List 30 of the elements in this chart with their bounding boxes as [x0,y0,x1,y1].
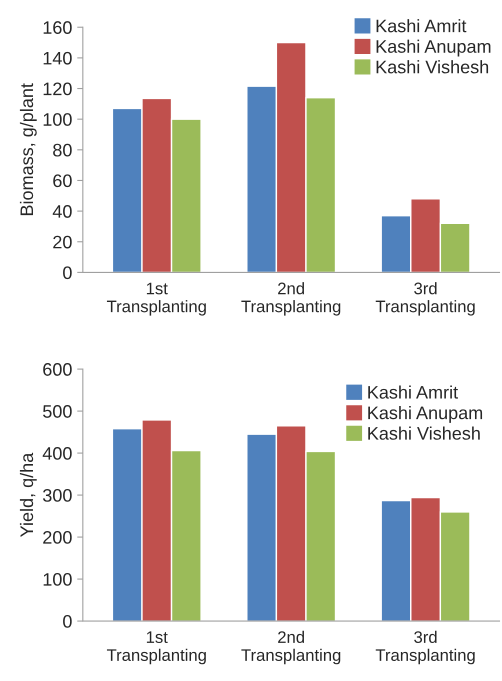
y-tick-label: 100 [44,573,72,586]
y-tick-label: 60 [53,174,72,188]
y-tick-label: 40 [52,205,72,218]
y-tick-label: 0 [63,615,72,628]
x-tick-label: 3rd Transplanting [376,630,475,664]
legend-label: Kashi Amrit [376,19,466,32]
y-axis-title: Yield, q/ha [20,452,37,538]
y-tick-label: 20 [53,236,72,248]
y-tick-label: 120 [44,82,72,96]
legend-label: Kashi Vishesh [376,60,488,74]
x-tick-label: 1st Transplanting [106,282,206,316]
x-tick-label: 2nd Transplanting [241,282,340,316]
x-tick-label: 3rd Transplanting [376,282,475,316]
legend-label: Kashi Anupam [368,406,482,423]
y-axis-title: Biomass, g/plant [20,83,37,216]
legend-label: Kashi Amrit [368,385,458,399]
x-tick-label: 1st Transplanting [106,631,206,664]
y-tick-label: 140 [44,52,72,65]
x-tick-label: 2nd Transplanting [241,630,340,664]
y-tick-label: 400 [42,447,72,460]
y-tick-label: 0 [63,266,72,280]
legend-label: Kashi Vishesh [368,426,480,440]
legend-label: Kashi Anupam [376,40,490,56]
y-tick-label: 600 [43,363,72,376]
y-tick-label: 500 [43,405,72,418]
y-tick-label: 200 [43,531,72,544]
y-tick-label: 160 [44,21,72,34]
y-tick-label: 100 [44,113,72,126]
y-tick-label: 80 [53,144,72,157]
y-tick-label: 300 [42,489,72,502]
